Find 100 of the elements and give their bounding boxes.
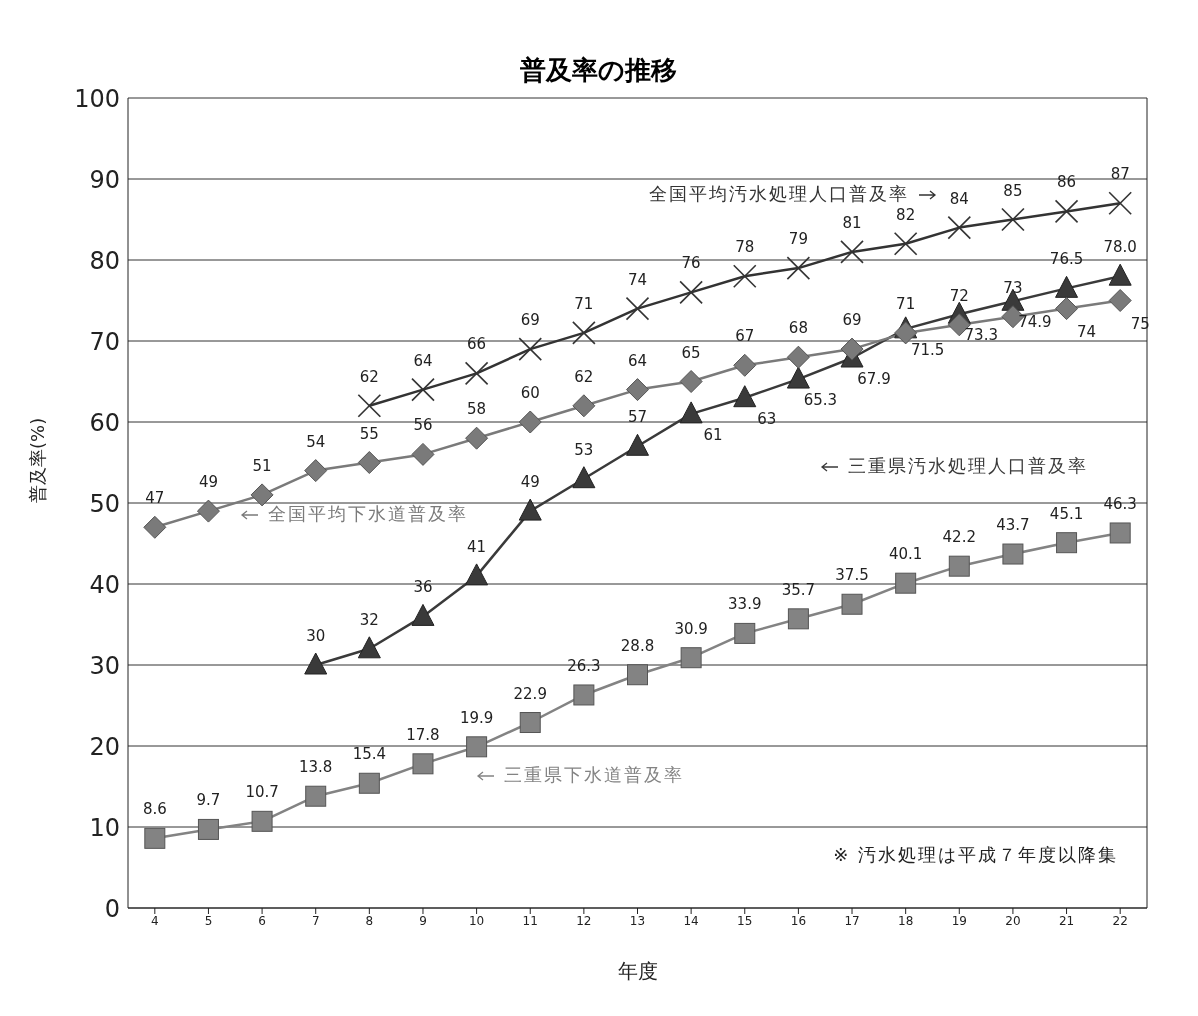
x-tick-label: 17	[844, 913, 860, 928]
x-tick-label: 4	[151, 913, 159, 928]
data-label: 69	[842, 311, 862, 330]
y-tick-label: 90	[89, 165, 120, 194]
point	[895, 572, 917, 594]
y-tick-label: 60	[89, 408, 120, 437]
data-label: 13.8	[299, 758, 333, 777]
data-label: 53	[574, 440, 594, 459]
data-label: 79	[788, 230, 808, 249]
data-label: 86	[1057, 173, 1077, 192]
point	[144, 827, 166, 849]
x-tick-label: 20	[1005, 913, 1021, 928]
x-tick-label: 21	[1058, 913, 1075, 928]
data-label: 57	[627, 408, 648, 427]
point	[1108, 263, 1132, 286]
data-label: 65.3	[803, 391, 838, 410]
data-label: 47	[145, 489, 165, 508]
point	[250, 483, 274, 507]
data-label: 74	[1077, 322, 1097, 341]
x-tick-label: 16	[790, 913, 807, 928]
data-label: 22.9	[513, 684, 547, 703]
point	[412, 753, 434, 775]
point	[626, 433, 649, 456]
y-tick-label: 40	[89, 570, 120, 599]
point	[465, 563, 489, 586]
data-label: 73.3	[964, 326, 998, 345]
data-label: 58	[467, 400, 487, 419]
data-label: 46.3	[1103, 494, 1137, 513]
data-label: 19.9	[459, 708, 494, 727]
x-axis-title: 年度	[617, 959, 658, 983]
point	[680, 647, 702, 669]
data-label: 67	[735, 327, 755, 346]
annotation: ※ 汚水処理は平成７年度以降集	[833, 843, 1118, 868]
data-label: 85	[1003, 181, 1023, 200]
point	[518, 410, 542, 434]
x-tick-label: 11	[522, 913, 538, 928]
data-label: 43.7	[996, 516, 1030, 535]
point	[786, 345, 810, 369]
x-tick-label: 8	[365, 913, 374, 928]
point	[894, 321, 918, 345]
data-label: 68	[788, 319, 808, 338]
point	[679, 401, 703, 424]
point	[357, 636, 381, 659]
data-label: 67.9	[857, 370, 891, 389]
point	[733, 385, 757, 408]
data-label: 60	[520, 384, 540, 402]
point	[786, 366, 810, 389]
data-label: 78	[735, 238, 755, 257]
point	[679, 370, 703, 393]
data-label: 71	[574, 294, 594, 313]
data-label: 9.7	[196, 791, 221, 810]
data-label: 71	[896, 294, 916, 313]
data-label: 17.8	[406, 725, 440, 744]
data-label: 30.9	[674, 619, 708, 638]
y-tick-label: 50	[89, 489, 120, 518]
data-label: 74	[627, 270, 648, 289]
data-label: 26.3	[567, 656, 601, 675]
x-tick-label: 10	[468, 913, 485, 928]
point	[1002, 543, 1024, 565]
y-tick-label: 20	[89, 732, 120, 761]
data-label: 36	[413, 578, 433, 597]
point	[304, 652, 328, 675]
x-tick-label: 19	[951, 913, 967, 928]
data-label: 64	[413, 351, 433, 370]
point	[840, 337, 864, 361]
data-label: 42.2	[942, 528, 976, 547]
data-label: 33.9	[728, 595, 762, 614]
data-label: 30	[306, 627, 326, 645]
data-label: 55	[359, 424, 379, 443]
y-tick-label: 80	[89, 246, 120, 275]
point	[734, 622, 756, 644]
point	[196, 499, 220, 523]
point	[1109, 522, 1131, 544]
data-label: 82	[896, 205, 916, 224]
data-label: 66	[467, 335, 487, 354]
x-tick-label: 9	[419, 913, 427, 928]
data-label: 49	[520, 473, 540, 492]
point	[465, 426, 489, 450]
series-label: 全国平均汚水処理人口普及率	[648, 182, 909, 204]
x-tick-label: 15	[737, 913, 753, 928]
point	[305, 785, 327, 807]
y-tick-label: 0	[104, 894, 120, 923]
data-label: 54	[306, 432, 326, 451]
point	[573, 684, 595, 706]
data-label: 45.1	[1049, 504, 1084, 523]
data-label: 87	[1110, 165, 1130, 184]
x-tick-label: 6	[258, 913, 266, 928]
point	[948, 555, 970, 577]
point	[1055, 297, 1079, 321]
data-label: 62	[574, 367, 594, 386]
data-label: 40.1	[888, 545, 923, 564]
point	[627, 664, 648, 686]
data-label: 73	[1003, 278, 1023, 297]
data-label: 37.5	[835, 566, 869, 585]
y-axis-title: 普及率(%)	[27, 417, 49, 503]
legend-label: 三重県下水道普及率	[504, 764, 685, 786]
data-label: 35.7	[781, 580, 816, 599]
legend-label: 全国平均下水道普及率	[268, 502, 468, 524]
y-tick-label: 30	[89, 651, 120, 680]
legend-label: 三重県汚水処理人口普及率	[847, 454, 1088, 476]
